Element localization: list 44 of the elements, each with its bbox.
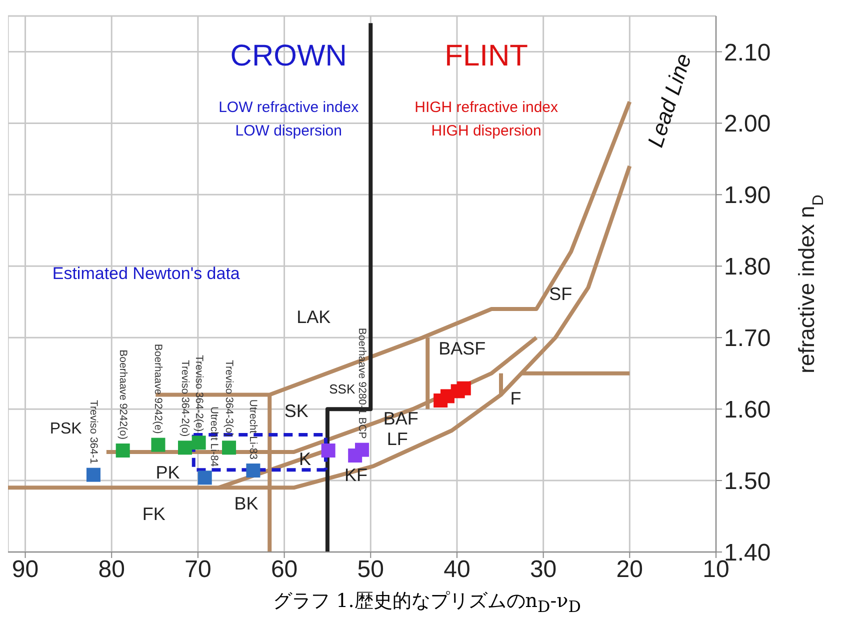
annotation: BAF	[383, 408, 418, 428]
y-tick-label: 1.70	[724, 325, 771, 352]
annotation: FK	[142, 504, 166, 524]
annotation: Treviso 364-3(o)	[223, 360, 236, 437]
y-tick-label: 1.80	[724, 254, 771, 281]
annotation: Boerhaave 9242(e)	[152, 344, 164, 434]
annotation: Treviso 364-2(o)	[179, 360, 191, 437]
annotation: HIGH refractive index	[414, 98, 559, 116]
x-tick-label: 80	[98, 556, 125, 584]
annotation: FLINT	[444, 40, 528, 73]
y-tick-label: 1.50	[724, 468, 771, 496]
annotation: SSK	[329, 382, 356, 397]
annotation: BK	[234, 493, 258, 514]
y-tick-label: 2.00	[724, 110, 771, 138]
annotation: SK	[284, 401, 308, 422]
annotation: Treviso 364-2(e)	[192, 355, 205, 432]
annotation: LOW dispersion	[235, 122, 342, 140]
y-tick-label: 2.10	[724, 39, 771, 66]
x-tick-label: 30	[530, 556, 557, 584]
x-tick-label: 50	[357, 556, 384, 584]
annotation: Estimated Newton's data	[52, 264, 240, 283]
y-tick-label: 1.90	[724, 182, 771, 210]
annotation: LOW refractive index	[218, 98, 360, 116]
annotation: SF	[549, 284, 572, 304]
annotation: F	[510, 388, 522, 408]
x-tick-label: 90	[12, 556, 39, 584]
text: グラフ 1.歴史的なプリズムのn$_{D}$-ν$_{D}$	[272, 589, 582, 616]
x-tick-label: 40	[444, 556, 470, 584]
annotation: Boerhaave 9242(o)	[116, 350, 129, 440]
annotation: CROWN	[230, 40, 347, 73]
annotation: PSK	[50, 420, 82, 438]
annotation: Treviso 364-1	[87, 400, 100, 464]
annotation: Lead Line	[642, 50, 696, 150]
annotation: LAK	[296, 306, 331, 327]
annotation: Utrecht Li-84	[208, 406, 220, 467]
annotation: PK	[156, 462, 180, 483]
x-tick-label: 70	[184, 556, 212, 584]
annotation: Utrecht Li-83	[247, 399, 260, 460]
annotation: BASF	[438, 338, 486, 358]
x-tick-label: 60	[270, 556, 298, 584]
annotation: LF	[386, 429, 408, 450]
y-tick-label: 1.60	[724, 396, 771, 424]
x-tick-label: 20	[616, 556, 644, 584]
annotation: HIGH dispersion	[431, 122, 542, 140]
